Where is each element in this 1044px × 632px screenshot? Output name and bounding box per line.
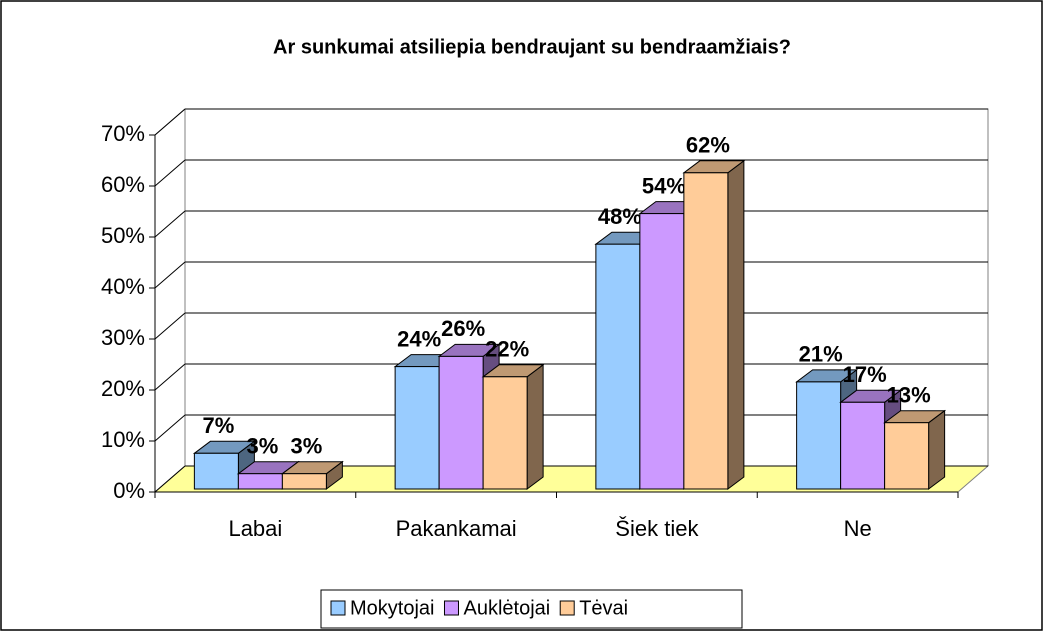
- grid-line: [154, 210, 186, 238]
- data-label: 17%: [843, 362, 887, 387]
- data-label: 3%: [246, 434, 278, 459]
- bar: [840, 401, 886, 490]
- grid-line: [154, 465, 186, 493]
- bar-side: [727, 159, 745, 490]
- data-label: 13%: [887, 383, 931, 408]
- grid-line: [154, 414, 186, 442]
- grid-line: [154, 159, 186, 187]
- bar: [595, 243, 641, 490]
- legend-label: Mokytojai: [350, 597, 434, 619]
- bar-side: [928, 409, 946, 490]
- data-label: 22%: [485, 337, 529, 362]
- bar: [438, 355, 484, 490]
- grid-line: [154, 261, 186, 289]
- legend-box: [320, 589, 743, 629]
- legend-swatch: [443, 600, 459, 616]
- bar: [281, 473, 327, 490]
- data-label: 62%: [686, 133, 730, 158]
- data-label: 26%: [441, 316, 485, 341]
- bar: [482, 376, 528, 490]
- legend-swatch: [330, 600, 346, 616]
- legend-label: Tėvai: [579, 597, 628, 619]
- x-tick-label: Šiek tiek: [615, 516, 699, 541]
- y-tick-label: 30%: [101, 325, 145, 350]
- grid-line: [154, 108, 186, 136]
- bar-side: [526, 363, 544, 490]
- y-tick-label: 70%: [101, 121, 145, 146]
- bar: [237, 473, 283, 490]
- data-label: 54%: [642, 173, 686, 198]
- bar: [884, 422, 930, 490]
- chart-title: Ar sunkumai atsiliepia bendraujant su be…: [273, 36, 791, 58]
- data-label: 24%: [397, 326, 441, 351]
- bar: [193, 452, 239, 490]
- grid-line: [154, 363, 186, 391]
- x-tick-label: Labai: [228, 516, 282, 541]
- data-label: 48%: [598, 204, 642, 229]
- data-label: 7%: [202, 413, 234, 438]
- bar: [394, 366, 440, 490]
- y-tick-label: 10%: [101, 427, 145, 452]
- y-tick-label: 40%: [101, 274, 145, 299]
- bar: [683, 172, 729, 490]
- x-tick-label: Pakankamai: [396, 516, 517, 541]
- data-label: 21%: [799, 342, 843, 367]
- bar: [796, 381, 842, 490]
- data-label: 3%: [290, 434, 322, 459]
- y-tick-label: 20%: [101, 376, 145, 401]
- grid-line: [154, 312, 186, 340]
- legend-label: Auklėtojai: [463, 597, 550, 619]
- bar: [639, 213, 685, 490]
- y-tick-label: 0%: [113, 478, 145, 503]
- y-tick-label: 60%: [101, 172, 145, 197]
- x-tick-label: Ne: [844, 516, 872, 541]
- legend-swatch: [559, 600, 575, 616]
- y-tick-label: 50%: [101, 223, 145, 248]
